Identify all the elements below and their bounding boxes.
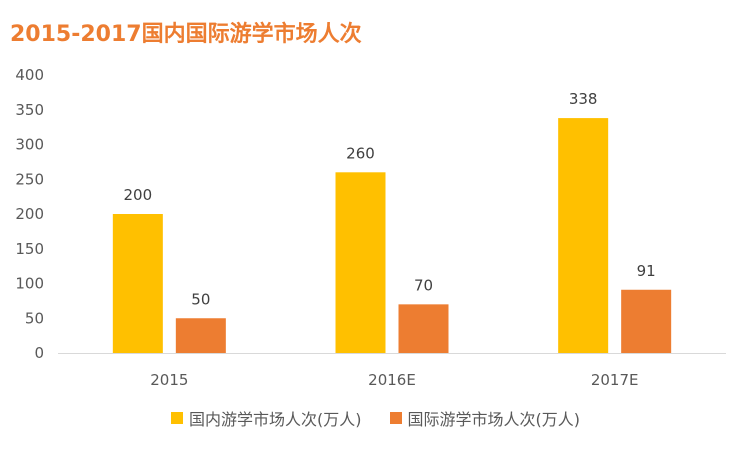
legend-item-domestic: 国内游学市场人次(万人) bbox=[171, 406, 362, 430]
legend-label-domestic: 国内游学市场人次(万人) bbox=[189, 410, 362, 429]
data-label-international-2015: 50 bbox=[191, 290, 210, 308]
y-tick-label: 150 bbox=[15, 240, 44, 258]
bar-international-2015 bbox=[175, 318, 226, 353]
x-tick-label: 2016E bbox=[368, 371, 416, 389]
y-tick-label: 400 bbox=[15, 66, 44, 84]
bar-international-2017E bbox=[621, 289, 672, 353]
data-label-domestic-2017E: 338 bbox=[569, 90, 598, 108]
y-tick-label: 100 bbox=[15, 275, 44, 293]
bar-domestic-2017E bbox=[558, 118, 609, 353]
legend-swatch-domestic bbox=[171, 412, 183, 424]
y-tick-label: 300 bbox=[15, 136, 44, 154]
data-label-domestic-2016E: 260 bbox=[346, 144, 375, 162]
y-tick-label: 350 bbox=[15, 101, 44, 119]
y-tick-label: 0 bbox=[34, 344, 44, 362]
chart-title: 2015-2017国内国际游学市场人次 bbox=[10, 22, 362, 47]
x-tick-label: 2017E bbox=[591, 371, 639, 389]
legend-swatch-international bbox=[389, 412, 402, 424]
data-label-international-2017E: 91 bbox=[637, 262, 656, 280]
y-tick-label: 200 bbox=[15, 205, 44, 223]
bar-domestic-2015 bbox=[112, 214, 163, 353]
data-label-international-2016E: 70 bbox=[414, 276, 433, 294]
x-tick-label: 2015 bbox=[150, 371, 188, 389]
bar-domestic-2016E bbox=[335, 172, 386, 353]
bar-international-2016E bbox=[398, 304, 449, 353]
legend-item-international: 国际游学市场人次(万人) bbox=[389, 406, 581, 430]
legend: 国内游学市场人次(万人) 国际游学市场人次(万人) bbox=[0, 406, 751, 430]
legend-label-international: 国际游学市场人次(万人) bbox=[407, 410, 581, 429]
y-tick-label: 250 bbox=[15, 170, 44, 188]
bar-chart: 0 50 100 150 200 250 300 350 400 2015 200 50 2016E 26… bbox=[15, 66, 726, 389]
data-label-domestic-2015: 200 bbox=[124, 186, 153, 204]
y-tick-label: 50 bbox=[25, 309, 44, 327]
